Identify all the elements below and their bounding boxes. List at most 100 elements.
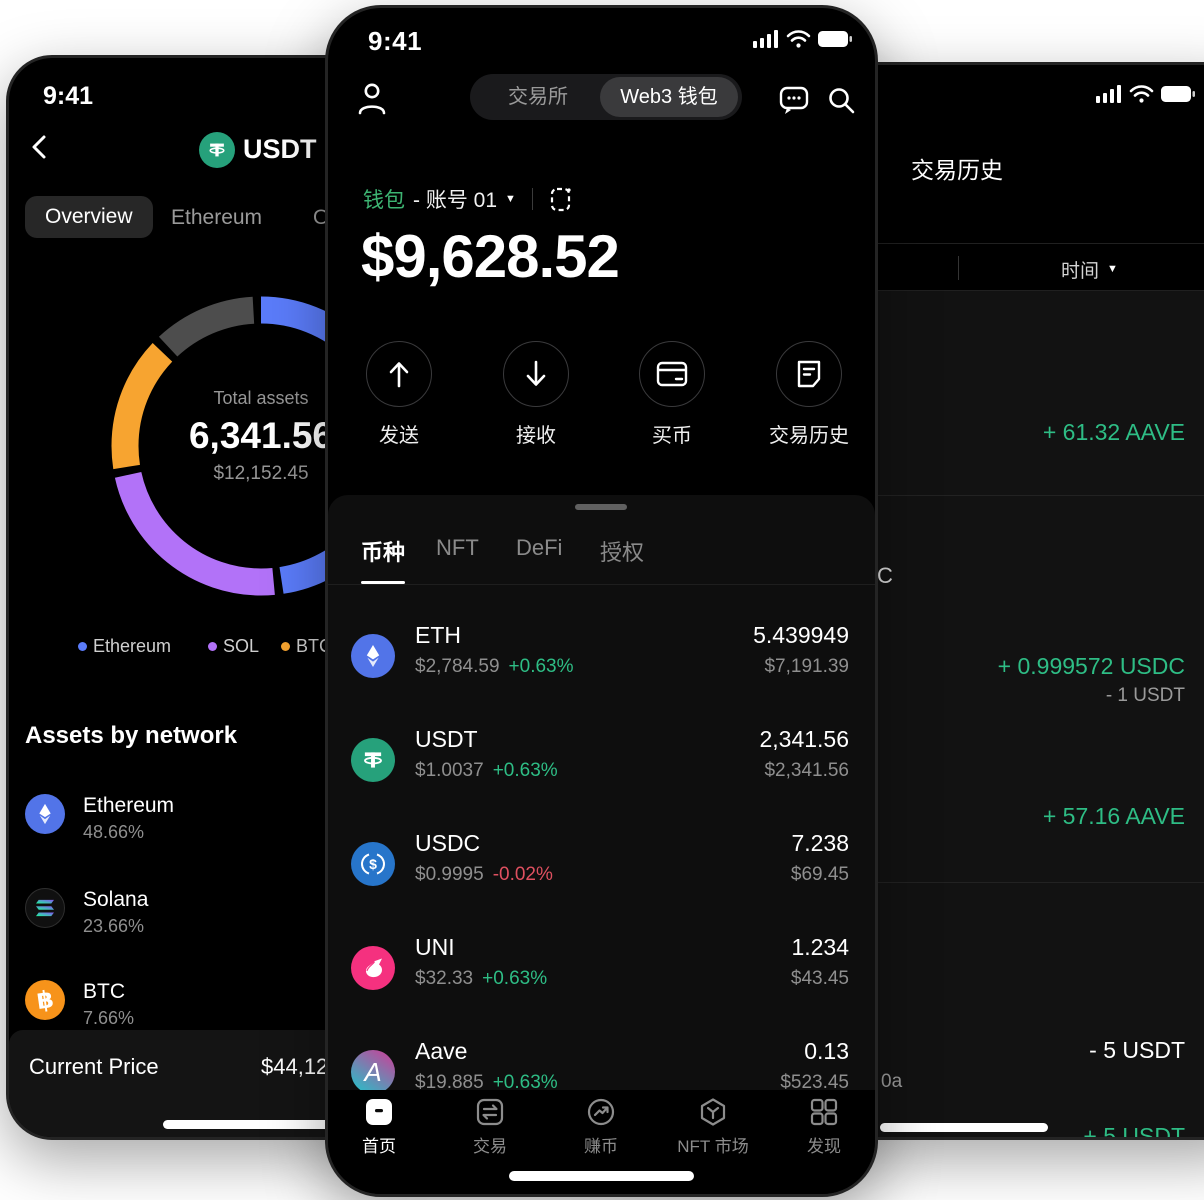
home-indicator bbox=[880, 1123, 1048, 1132]
search-icon bbox=[829, 88, 855, 114]
home-indicator[interactable] bbox=[509, 1171, 694, 1181]
usdc-icon: $ bbox=[351, 842, 395, 886]
phone-center-wallet: 9:41 交易所 Web3 钱包 bbox=[325, 5, 878, 1197]
network-row-ethereum[interactable]: Ethereum 48.66% bbox=[9, 794, 397, 874]
wallet-account-selector[interactable]: 钱包 - 账号 01 ▼ bbox=[363, 184, 573, 214]
profile-button[interactable] bbox=[355, 80, 389, 116]
home-indicator bbox=[163, 1120, 339, 1129]
document-icon bbox=[797, 360, 821, 388]
send-button[interactable]: 发送 bbox=[339, 341, 459, 448]
arrow-down-icon bbox=[526, 360, 546, 386]
history-button[interactable]: 交易历史 bbox=[749, 341, 869, 448]
filter-divider bbox=[958, 256, 959, 280]
token-row-usdc[interactable]: $ USDC $0.9995 -0.02% 7.238 $69.45 bbox=[328, 812, 875, 916]
chat-icon bbox=[779, 86, 809, 114]
nav-discover[interactable]: 发现 bbox=[769, 1096, 875, 1157]
nav-home[interactable]: 首页 bbox=[328, 1096, 434, 1157]
token-row-uni[interactable]: UNI $32.33 +0.63% 1.234 $43.45 bbox=[328, 916, 875, 1020]
token-row-eth[interactable]: ETH $2,784.59 +0.63% 5.439949 $7,191.39 bbox=[328, 604, 875, 708]
tab-approvals[interactable]: 授权 bbox=[600, 540, 645, 565]
wifi-icon bbox=[1129, 85, 1154, 103]
address-fragment: 0a bbox=[881, 1071, 903, 1092]
legend-dot-ethereum bbox=[78, 642, 87, 651]
buy-crypto-button[interactable]: 买币 bbox=[612, 341, 732, 448]
earn-icon bbox=[546, 1096, 656, 1128]
usdt-logo-icon bbox=[199, 132, 235, 168]
current-price-value: $44,12 bbox=[261, 1054, 329, 1079]
transaction-amount[interactable]: + 61.32 AAVE bbox=[1042, 419, 1185, 445]
nav-nft-market[interactable]: NFT 市场 bbox=[658, 1096, 768, 1157]
transaction-amount[interactable]: + 5 USDT bbox=[1083, 1123, 1185, 1140]
nft-icon bbox=[658, 1096, 768, 1128]
current-price-label: Current Price bbox=[29, 1054, 159, 1079]
truncated-text-fragment: C bbox=[877, 563, 893, 588]
status-icons bbox=[1096, 85, 1195, 103]
wifi-icon bbox=[786, 30, 811, 48]
battery-icon bbox=[818, 31, 852, 47]
bottom-nav: 首页 交易 赚币 bbox=[328, 1090, 875, 1194]
receive-button[interactable]: 接收 bbox=[476, 341, 596, 448]
transaction-amount[interactable]: + 57.16 AAVE bbox=[1042, 803, 1185, 829]
legend-item-ethereum: Ethereum bbox=[78, 636, 171, 657]
ethereum-icon bbox=[25, 794, 65, 834]
search-button[interactable] bbox=[826, 85, 856, 115]
network-row-btc[interactable]: ฿ BTC 7.66% bbox=[9, 980, 397, 1060]
arrow-up-icon bbox=[389, 362, 409, 388]
active-tab-underline bbox=[361, 581, 405, 584]
account-label: - 账号 01 bbox=[413, 189, 498, 212]
token-row-usdt[interactable]: USDT $1.0037 +0.63% 2,341.56 $2,341.56 bbox=[328, 708, 875, 812]
network-row-solana[interactable]: Solana 23.66% bbox=[9, 888, 397, 968]
home-icon bbox=[328, 1096, 434, 1128]
tab-web3-wallet[interactable]: Web3 钱包 bbox=[600, 77, 738, 117]
signal-icon bbox=[1096, 85, 1121, 103]
back-chevron-icon bbox=[32, 135, 46, 159]
chevron-down-icon: ▼ bbox=[1107, 263, 1118, 275]
transaction-sub-amount: - 1 USDT bbox=[1105, 685, 1185, 706]
status-time: 9:41 bbox=[43, 82, 94, 110]
usdt-icon bbox=[351, 738, 395, 782]
card-icon bbox=[656, 361, 688, 387]
assets-donut-chart bbox=[111, 296, 397, 596]
discover-icon bbox=[769, 1096, 875, 1128]
aave-icon: A bbox=[351, 1050, 395, 1094]
tab-exchange[interactable]: 交易所 bbox=[508, 86, 568, 108]
tab-defi[interactable]: DeFi bbox=[516, 535, 563, 560]
tab-coins[interactable]: 币种 bbox=[361, 540, 406, 565]
person-icon bbox=[358, 83, 386, 115]
segmented-control: 交易所 Web3 钱包 bbox=[470, 74, 742, 120]
tab-ethereum[interactable]: Ethereum bbox=[171, 206, 263, 229]
donut-segment-BTC bbox=[111, 296, 397, 596]
chat-button[interactable] bbox=[778, 84, 810, 116]
donut-segment-Ethereum bbox=[111, 296, 397, 596]
svg-text:$: $ bbox=[369, 856, 377, 872]
status-time: 9:41 bbox=[368, 26, 423, 56]
battery-icon bbox=[1161, 86, 1195, 102]
assets-by-network-heading: Assets by network bbox=[25, 722, 238, 749]
legend-dot-sol bbox=[208, 642, 217, 651]
history-title: 交易历史 bbox=[911, 157, 1003, 183]
legend-dot-btc bbox=[281, 642, 290, 651]
transaction-amount[interactable]: + 0.999572 USDC bbox=[997, 653, 1185, 679]
assets-sheet: 币种 NFT DeFi 授权 ETH $2,784.59 +0.63% 5.439… bbox=[328, 495, 875, 1194]
token-row-aave[interactable]: A Aave $19.885 +0.63% 0.13 $523.45 bbox=[328, 1020, 875, 1124]
time-filter[interactable]: 时间 ▼ bbox=[1061, 261, 1118, 282]
tab-nft[interactable]: NFT bbox=[436, 535, 479, 560]
transaction-amount[interactable]: - 5 USDT bbox=[1089, 1037, 1185, 1063]
back-button[interactable] bbox=[27, 132, 53, 162]
eth-icon bbox=[351, 634, 395, 678]
btc-icon: ฿ bbox=[25, 980, 65, 1020]
legend-item-sol: SOL bbox=[208, 636, 259, 657]
nav-trade[interactable]: 交易 bbox=[435, 1096, 545, 1157]
scan-copy-icon[interactable] bbox=[549, 185, 573, 213]
solana-icon bbox=[25, 888, 65, 928]
nav-earn[interactable]: 赚币 bbox=[546, 1096, 656, 1157]
divider bbox=[531, 188, 533, 210]
legend-item-btc: BTC bbox=[281, 636, 332, 657]
total-balance: $9,628.52 bbox=[361, 223, 620, 290]
chevron-down-icon: ▼ bbox=[505, 192, 516, 205]
drag-handle[interactable] bbox=[575, 504, 627, 510]
signal-icon bbox=[753, 30, 778, 48]
wallet-label: 钱包 bbox=[363, 189, 405, 212]
tab-overview[interactable]: Overview bbox=[25, 196, 153, 238]
divider bbox=[328, 584, 875, 585]
